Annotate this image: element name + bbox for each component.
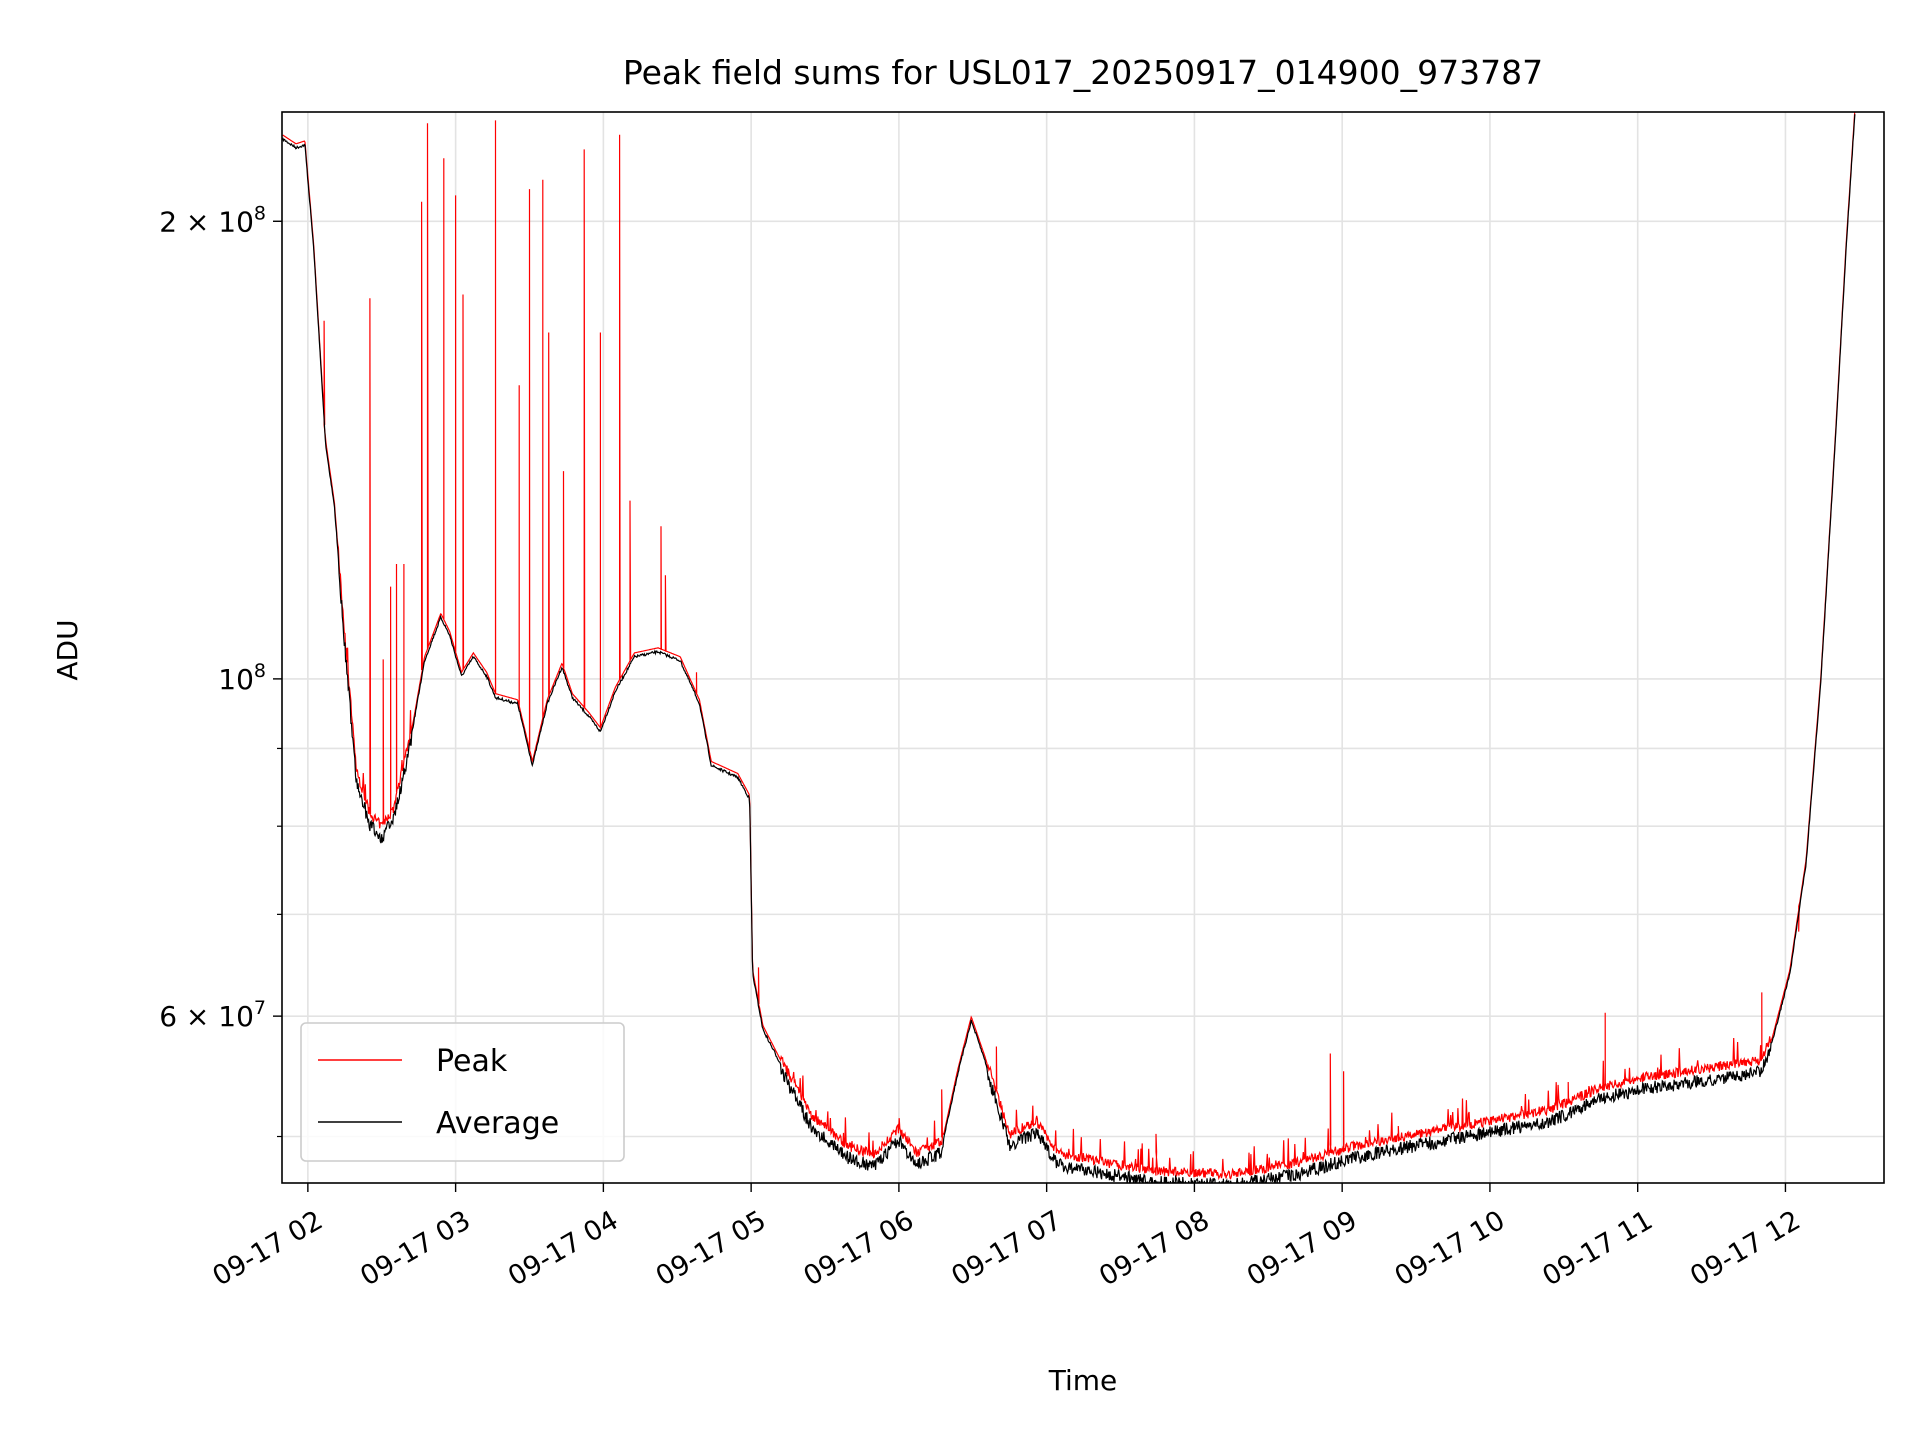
plot-area-frame xyxy=(281,111,1885,1184)
y-tick-mantissa: 10 xyxy=(218,663,254,696)
chart-title: Peak field sums for USL017_20250917_0149… xyxy=(623,53,1543,92)
y-axis-label: ADU xyxy=(51,619,84,680)
y-tick-label: 2 × 108 xyxy=(159,202,266,238)
y-tick-label: 6 × 107 xyxy=(159,997,266,1033)
y-tick-exponent: 7 xyxy=(254,997,266,1019)
series-line-average xyxy=(282,114,1856,1183)
y-tick-mantissa: 6 × 10 xyxy=(159,1000,254,1033)
legend: Peak Average xyxy=(300,1022,625,1162)
y-tick-mantissa: 2 × 10 xyxy=(159,205,254,238)
y-tick-exponent: 8 xyxy=(254,660,266,682)
y-tick-exponent: 8 xyxy=(254,202,266,224)
legend-label-average: Average xyxy=(436,1106,559,1141)
series-line-peak xyxy=(282,112,1856,1181)
legend-label-peak: Peak xyxy=(436,1044,508,1079)
legend-box xyxy=(300,1022,625,1162)
x-axis-label: Time xyxy=(1048,1364,1118,1397)
grid-lines xyxy=(282,112,1884,1183)
y-tick-label: 108 xyxy=(218,660,266,696)
